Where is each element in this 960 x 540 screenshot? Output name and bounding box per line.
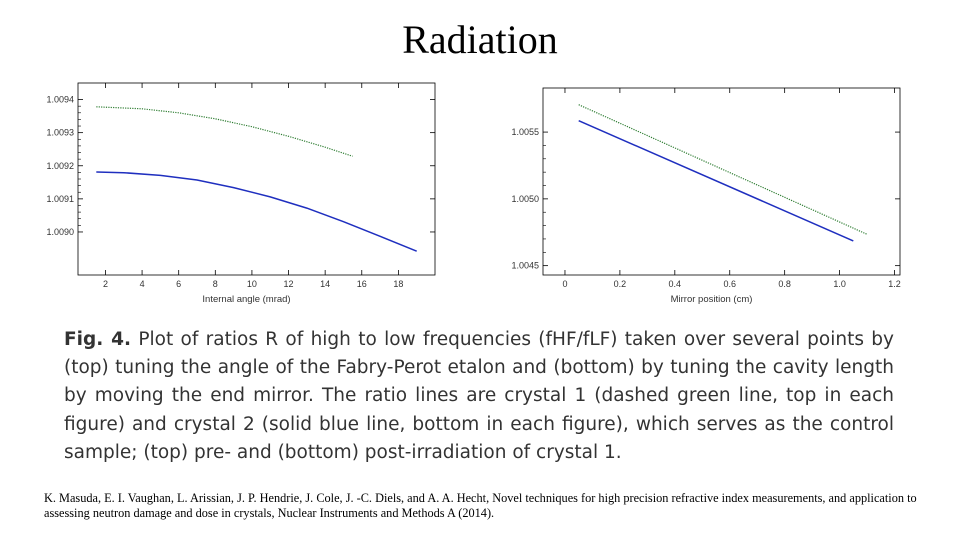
chart1-y-tick-label: 1.0090 [46, 227, 74, 237]
chart1-x-tick-label: 8 [213, 279, 218, 289]
chart1-x-tick-label: 18 [393, 279, 403, 289]
chart1-x-tick-label: 10 [247, 279, 257, 289]
slide-title: Radiation [402, 17, 558, 62]
chart2-x-tick-label: 1.2 [888, 279, 901, 289]
chart1-plot-frame [77, 82, 436, 276]
chart2-y-tick-label: 1.0050 [511, 194, 539, 204]
figure-label: Fig. 4. [64, 329, 132, 350]
chart2-y-tick-label: 1.0055 [511, 127, 539, 137]
chart1-x-axis-label: Internal angle (mrad) [202, 294, 290, 305]
chart2-series-solid-blue [578, 120, 854, 242]
chart1-x-tick-label: 14 [320, 279, 330, 289]
chart2-x-tick-label: 0.6 [723, 279, 736, 289]
chart2-y-tick-label: 1.0045 [511, 261, 539, 271]
chart1-y-tick-label: 1.0092 [46, 161, 74, 171]
chart1-x-tick-label: 16 [357, 279, 367, 289]
figure-caption: Fig. 4. Plot of ratios R of high to low … [64, 326, 894, 467]
chart1-series-solid-blue [96, 171, 417, 252]
chart2-x-tick-label: 0.8 [778, 279, 791, 289]
chart1-x-tick-label: 4 [140, 279, 145, 289]
chart2-plot-frame [542, 87, 901, 276]
chart-internal-angle: 2 4 6 8 10 12 14 16 18 1.0090 1.0091 1.0092 1.0093 1.… [30, 75, 450, 320]
chart-mirror-position: 0 0.2 0.4 0.6 0.8 1.0 1.2 1.0045 1.0050 1.0055 Mir… [488, 80, 928, 315]
chart2-x-tick-label: 1.0 [833, 279, 846, 289]
chart2-x-tick-label: 0.4 [669, 279, 682, 289]
chart2-x-tick-label: 0 [562, 279, 567, 289]
chart1-series-dotted-green [96, 106, 353, 157]
chart1-y-tick-label: 1.0093 [46, 128, 74, 138]
chart1-x-tick-label: 2 [103, 279, 108, 289]
chart-internal-angle-svg: 2 4 6 8 10 12 14 16 18 1.0090 1.0091 1.0092 1.0093 1.… [46, 82, 436, 305]
chart1-x-tick-label: 12 [284, 279, 294, 289]
citation: K. Masuda, E. I. Vaughan, L. Arissian, J… [44, 491, 917, 520]
chart1-y-tick-label: 1.0094 [46, 95, 74, 105]
chart2-series-dotted-green [578, 104, 868, 235]
figure-caption-text: Plot of ratios R of high to low frequenc… [64, 329, 894, 463]
chart-mirror-position-svg: 0 0.2 0.4 0.6 0.8 1.0 1.2 1.0045 1.0050 1.0055 Mir… [511, 87, 901, 305]
chart1-y-tick-label: 1.0091 [46, 194, 74, 204]
chart2-x-axis-label: Mirror position (cm) [671, 294, 753, 305]
chart2-x-tick-label: 0.2 [614, 279, 627, 289]
chart1-x-tick-label: 6 [176, 279, 181, 289]
